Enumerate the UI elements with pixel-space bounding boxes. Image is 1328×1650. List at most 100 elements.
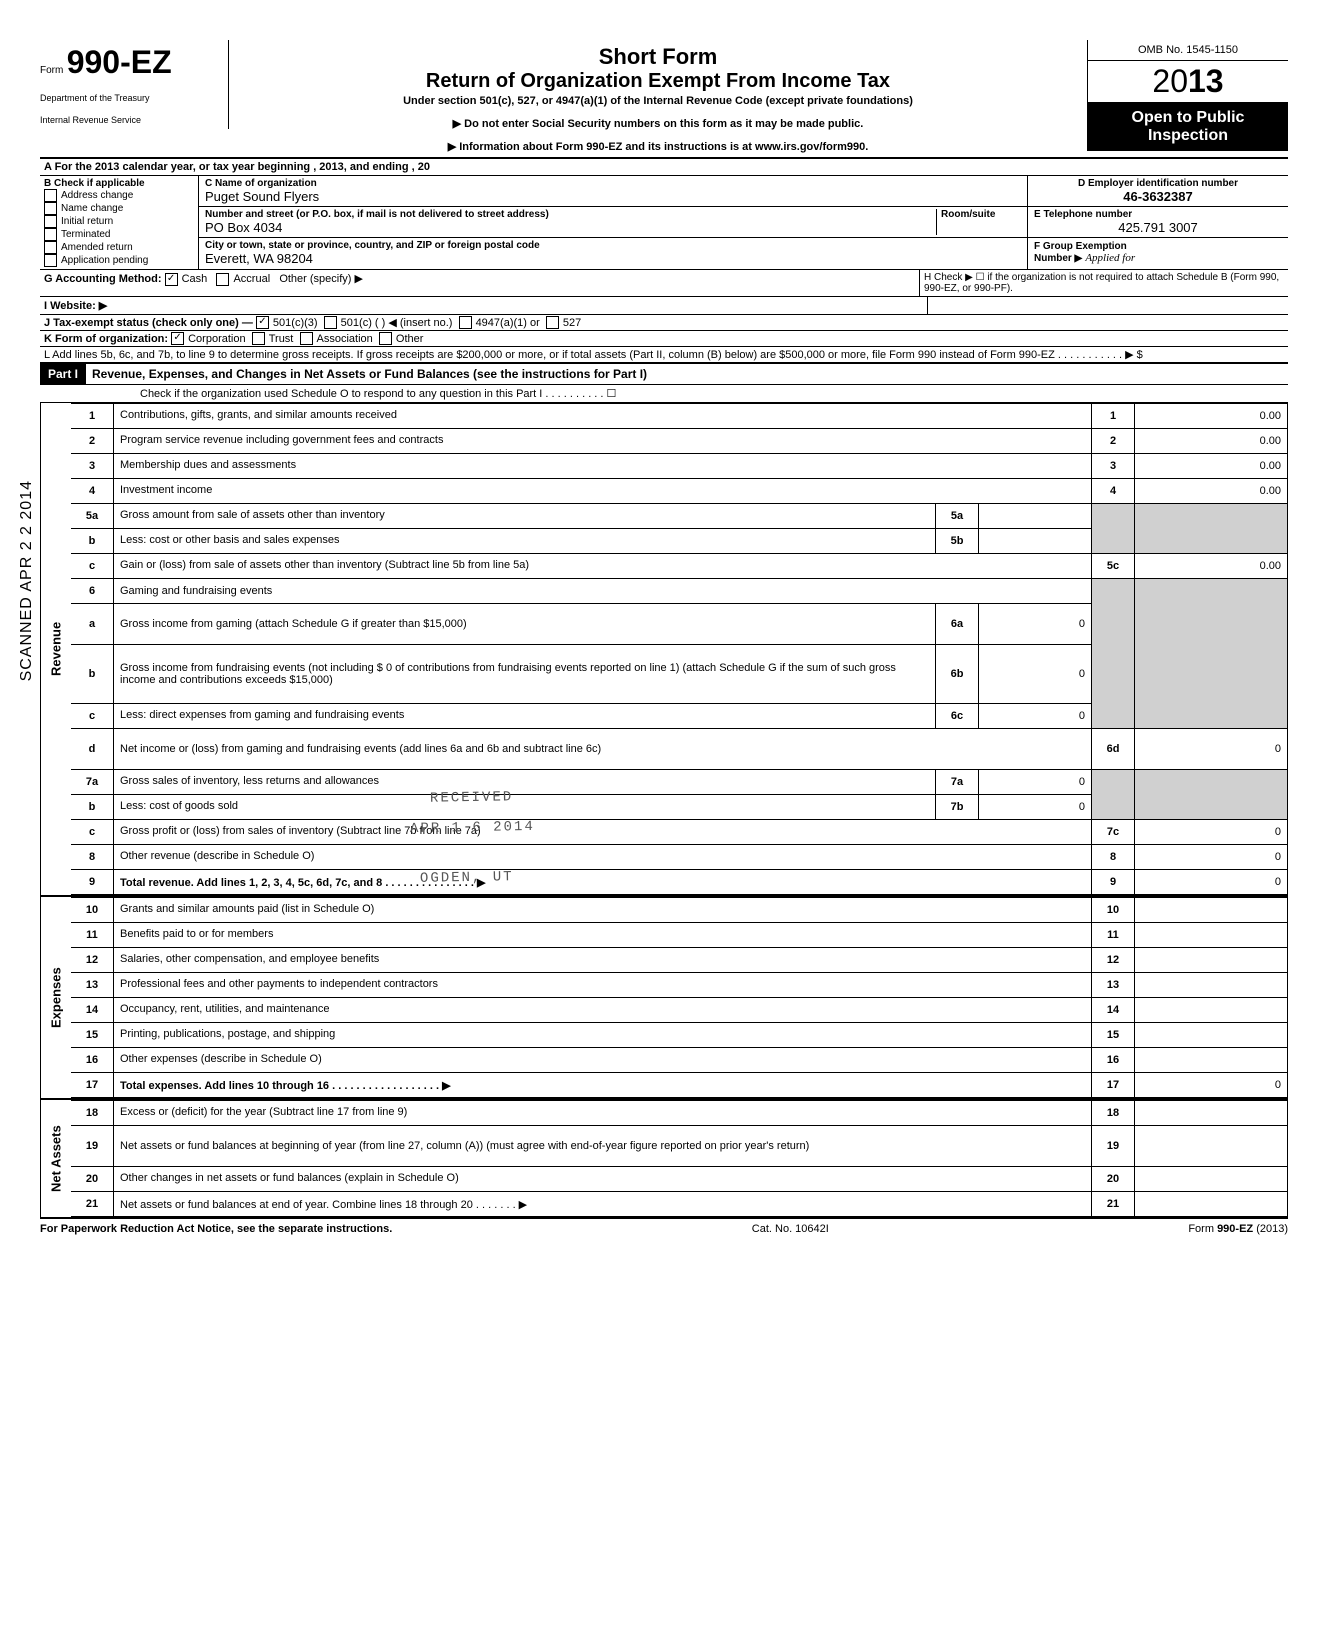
f-number-label: Number ▶ — [1034, 253, 1082, 264]
stamp-scanned: SCANNED APR 2 2 2014 — [18, 480, 36, 681]
form-header: Form 990-EZ Department of the Treasury I… — [40, 40, 1288, 159]
b-title: B Check if applicable — [44, 178, 194, 189]
header-right-block: OMB No. 1545-1150 2013 Open to Public In… — [1087, 40, 1288, 151]
cb-corporation[interactable] — [171, 332, 184, 345]
c-street-label: Number and street (or P.O. box, if mail … — [205, 209, 936, 220]
form-id-block: Form 990-EZ Department of the Treasury I… — [40, 40, 229, 129]
row-l: L Add lines 5b, 6c, and 7b, to line 9 to… — [40, 347, 1288, 363]
col-c-org-info: C Name of organization Puget Sound Flyer… — [199, 176, 1028, 269]
netassets-section: Net Assets 18Excess or (deficit) for the… — [40, 1100, 1288, 1219]
cb-name-change[interactable] — [44, 202, 57, 215]
c-city: Everett, WA 98204 — [205, 251, 1021, 266]
cb-application-pending[interactable] — [44, 254, 57, 267]
c-city-label: City or town, state or province, country… — [205, 240, 1021, 251]
line-13: 13Professional fees and other payments t… — [71, 973, 1288, 998]
cb-initial-return[interactable] — [44, 215, 57, 228]
form-number: 990-EZ — [67, 44, 172, 80]
row-a-tax-year: A For the 2013 calendar year, or tax yea… — [40, 159, 1288, 176]
part1-header: Part I Revenue, Expenses, and Changes in… — [40, 363, 1288, 385]
line-12: 12Salaries, other compensation, and empl… — [71, 948, 1288, 973]
omb-number: OMB No. 1545-1150 — [1088, 40, 1288, 61]
line-16: 16Other expenses (describe in Schedule O… — [71, 1048, 1288, 1073]
line-5c: cGain or (loss) from sale of assets othe… — [71, 554, 1288, 579]
line-4: 4Investment income40.00 — [71, 479, 1288, 504]
cb-amended-return[interactable] — [44, 241, 57, 254]
c-street: PO Box 4034 — [205, 220, 936, 235]
line-15: 15Printing, publications, postage, and s… — [71, 1023, 1288, 1048]
row-h: H Check ▶ ☐ if the organization is not r… — [919, 270, 1288, 296]
row-g: G Accounting Method: Cash Accrual Other … — [40, 270, 919, 296]
cb-4947[interactable] — [459, 316, 472, 329]
c-room-label: Room/suite — [941, 209, 1021, 220]
line-18: 18Excess or (deficit) for the year (Subt… — [71, 1101, 1288, 1126]
cb-address-change[interactable] — [44, 189, 57, 202]
footer-catno: Cat. No. 10642I — [752, 1223, 829, 1235]
stamp-date: APR 1 6 2014 — [410, 819, 535, 837]
pointer-ssn: ▶ Do not enter Social Security numbers o… — [237, 117, 1079, 130]
netassets-table: 18Excess or (deficit) for the year (Subt… — [71, 1100, 1288, 1217]
line-6: 6Gaming and fundraising events — [71, 579, 1288, 604]
f-group-val: Applied for — [1085, 252, 1135, 264]
cb-other[interactable] — [379, 332, 392, 345]
line-10: 10Grants and similar amounts paid (list … — [71, 898, 1288, 923]
side-revenue: Revenue — [40, 403, 71, 895]
pointer-info: ▶ Information about Form 990-EZ and its … — [237, 140, 1079, 153]
part1-label: Part I — [40, 364, 86, 384]
header-title-block: Short Form Return of Organization Exempt… — [229, 40, 1087, 157]
expenses-table: 10Grants and similar amounts paid (list … — [71, 897, 1288, 1098]
d-ein-label: D Employer identification number — [1034, 178, 1282, 189]
cb-527[interactable] — [546, 316, 559, 329]
d-ein: 46-3632387 — [1034, 189, 1282, 204]
side-netassets: Net Assets — [40, 1100, 71, 1217]
tax-year: 2013 — [1088, 61, 1288, 103]
e-phone-label: E Telephone number — [1034, 209, 1282, 220]
stamp-ogden: OGDEN, UT — [420, 869, 514, 887]
line-6d: dNet income or (loss) from gaming and fu… — [71, 729, 1288, 770]
title-return: Return of Organization Exempt From Incom… — [237, 70, 1079, 93]
line-14: 14Occupancy, rent, utilities, and mainte… — [71, 998, 1288, 1023]
dept-treasury: Department of the Treasury — [40, 93, 220, 103]
revenue-table: 1Contributions, gifts, grants, and simil… — [71, 403, 1288, 895]
line-7c: cGross profit or (loss) from sales of in… — [71, 820, 1288, 845]
f-group-label: F Group Exemption — [1034, 241, 1127, 252]
line-9: 9Total revenue. Add lines 1, 2, 3, 4, 5c… — [71, 870, 1288, 895]
dept-irs: Internal Revenue Service — [40, 115, 220, 125]
cb-501c3[interactable] — [256, 316, 269, 329]
expenses-section: Expenses 10Grants and similar amounts pa… — [40, 897, 1288, 1100]
form-label: Form — [40, 65, 63, 76]
open-to-public: Open to Public Inspection — [1088, 103, 1288, 151]
cb-association[interactable] — [300, 332, 313, 345]
cb-501c[interactable] — [324, 316, 337, 329]
stamp-received: RECEIVED — [430, 789, 513, 806]
line-2: 2Program service revenue including gover… — [71, 429, 1288, 454]
line-7a: 7aGross sales of inventory, less returns… — [71, 770, 1288, 795]
line-17: 17Total expenses. Add lines 10 through 1… — [71, 1073, 1288, 1098]
footer-paperwork: For Paperwork Reduction Act Notice, see … — [40, 1223, 392, 1235]
line-3: 3Membership dues and assessments30.00 — [71, 454, 1288, 479]
cb-cash[interactable] — [165, 273, 178, 286]
line-1: 1Contributions, gifts, grants, and simil… — [71, 404, 1288, 429]
line-8: 8Other revenue (describe in Schedule O)8… — [71, 845, 1288, 870]
row-j: J Tax-exempt status (check only one) — 5… — [40, 315, 1288, 331]
row-i-website: I Website: ▶ — [40, 297, 927, 314]
line-21: 21Net assets or fund balances at end of … — [71, 1192, 1288, 1217]
c-name-label: C Name of organization — [205, 178, 1021, 189]
title-short-form: Short Form — [237, 44, 1079, 70]
title-sub: Under section 501(c), 527, or 4947(a)(1)… — [237, 95, 1079, 107]
page-footer: For Paperwork Reduction Act Notice, see … — [40, 1219, 1288, 1235]
cb-terminated[interactable] — [44, 228, 57, 241]
footer-formref: Form 990-EZ (2013) — [1188, 1223, 1288, 1235]
col-d-right: D Employer identification number 46-3632… — [1028, 176, 1288, 269]
row-k: K Form of organization: Corporation Trus… — [40, 331, 1288, 347]
line-11: 11Benefits paid to or for members11 — [71, 923, 1288, 948]
line-20: 20Other changes in net assets or fund ba… — [71, 1167, 1288, 1192]
cb-trust[interactable] — [252, 332, 265, 345]
section-bcdef: B Check if applicable Address change Nam… — [40, 176, 1288, 270]
line-19: 19Net assets or fund balances at beginni… — [71, 1126, 1288, 1167]
c-org-name: Puget Sound Flyers — [205, 189, 1021, 204]
e-phone: 425.791 3007 — [1034, 220, 1282, 235]
cb-accrual[interactable] — [216, 273, 229, 286]
line-5a: 5aGross amount from sale of assets other… — [71, 504, 1288, 529]
part1-check: Check if the organization used Schedule … — [40, 385, 1288, 403]
part1-title: Revenue, Expenses, and Changes in Net As… — [86, 364, 1288, 384]
